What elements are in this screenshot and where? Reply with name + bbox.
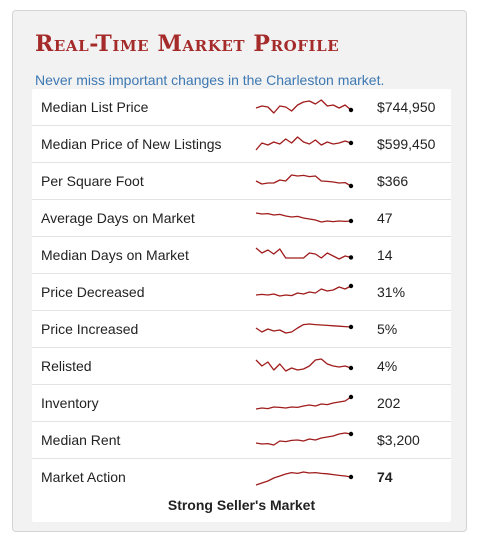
metric-value: 4% xyxy=(377,358,398,374)
metric-row-price-increased: Price Increased 5% xyxy=(32,311,451,348)
sparkline-relisted xyxy=(255,358,354,372)
metric-value: 47 xyxy=(377,210,393,226)
sparkline-endpoint xyxy=(348,183,354,189)
metric-value: $599,450 xyxy=(377,136,436,152)
metric-value: $744,950 xyxy=(377,99,436,115)
sparkline-price-decreased xyxy=(255,283,354,297)
sparkline-trend xyxy=(255,358,352,372)
metric-value: 202 xyxy=(377,395,401,411)
metric-row-price-decreased: Price Decreased 31% xyxy=(32,274,451,311)
sparkline-trend xyxy=(255,285,352,297)
sparkline-endpoint xyxy=(348,394,354,400)
sparkline-trend xyxy=(255,212,352,223)
page-title: Real-Time Market Profile xyxy=(35,31,340,57)
metric-row-average-days-on-market: Average Days on Market 47 xyxy=(32,200,451,237)
metric-label: Price Increased xyxy=(41,321,139,337)
sparkline-median-days-on-market xyxy=(255,247,354,260)
metric-row-per-square-foot: Per Square Foot $366 xyxy=(32,163,451,200)
metric-value: 5% xyxy=(377,321,398,337)
sparkline-per-square-foot xyxy=(255,174,354,189)
page-subtitle: Never miss important changes in the Char… xyxy=(35,72,385,88)
sparkline-market-action xyxy=(255,471,354,486)
sparkline-price-increased xyxy=(255,323,354,334)
metric-value: 31% xyxy=(377,284,406,300)
metric-label: Per Square Foot xyxy=(41,173,144,189)
sparkline-endpoint xyxy=(348,218,354,224)
sparkline-trend xyxy=(255,247,352,260)
sparkline-trend xyxy=(255,136,352,151)
sparkline-endpoint xyxy=(348,324,354,330)
metric-row-median-price-new-listings: Median Price of New Listings $599,450 xyxy=(32,126,451,163)
sparkline-trend xyxy=(255,432,352,446)
sparkline-endpoint xyxy=(348,474,354,480)
metric-row-relisted: Relisted 4% xyxy=(32,348,451,385)
sparkline-endpoint xyxy=(348,255,354,260)
sparkline-endpoint xyxy=(348,431,354,437)
metric-row-median-list-price: Median List Price $744,950 xyxy=(32,89,451,126)
sparkline-endpoint xyxy=(348,107,354,113)
metric-row-inventory: Inventory 202 xyxy=(32,385,451,422)
market-status: Strong Seller's Market xyxy=(167,497,316,513)
sparkline-inventory xyxy=(255,394,354,410)
metric-label: Median Rent xyxy=(41,432,121,448)
metric-label: Average Days on Market xyxy=(41,210,195,226)
sparkline-endpoint xyxy=(348,365,354,371)
sparkline-endpoint xyxy=(348,283,354,289)
metric-label: Inventory xyxy=(41,395,99,411)
metric-value: 14 xyxy=(377,247,393,263)
sparkline-median-price-new-listings xyxy=(255,136,354,151)
metric-row-market-action: Market Action 74 xyxy=(32,459,451,496)
sparkline-trend xyxy=(255,99,352,114)
metric-row-median-rent: Median Rent $3,200 xyxy=(32,422,451,459)
market-action-score: 74 xyxy=(377,469,393,485)
sparkline-median-list-price xyxy=(255,99,354,114)
metric-row-median-days-on-market: Median Days on Market 14 xyxy=(32,237,451,274)
sparkline-trend xyxy=(255,471,352,486)
sparkline-trend xyxy=(255,323,352,334)
metric-label: Relisted xyxy=(41,358,92,374)
sparkline-median-rent xyxy=(255,431,354,446)
metric-label: Median Days on Market xyxy=(41,247,189,263)
metric-label: Market Action xyxy=(41,469,126,485)
market-profile-card: Real-Time Market Profile Never miss impo… xyxy=(12,10,467,532)
metric-label: Median Price of New Listings xyxy=(41,136,222,152)
metric-value: $366 xyxy=(377,173,409,189)
sparkline-trend xyxy=(255,396,352,410)
metric-label: Price Decreased xyxy=(41,284,145,300)
metric-label: Median List Price xyxy=(41,99,149,115)
metric-value: $3,200 xyxy=(377,432,420,448)
sparkline-average-days-on-market xyxy=(255,212,354,224)
metrics-table: Median List Price $744,950 Median Price … xyxy=(32,89,451,522)
sparkline-trend xyxy=(255,174,352,187)
sparkline-endpoint xyxy=(348,140,354,146)
